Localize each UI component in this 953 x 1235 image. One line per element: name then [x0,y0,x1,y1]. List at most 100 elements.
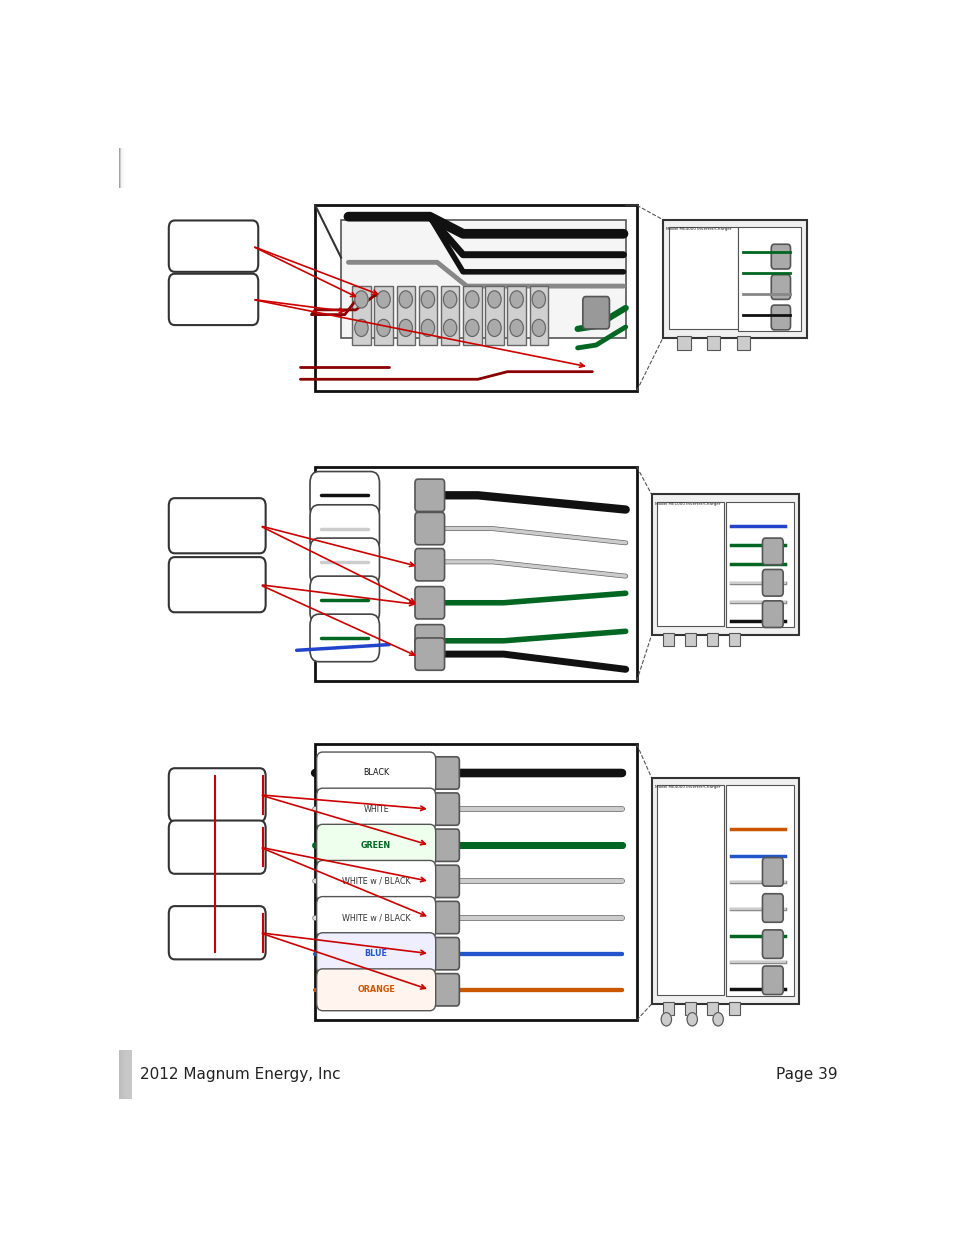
Bar [123,1050,129,1099]
Bar [122,1050,129,1099]
FancyBboxPatch shape [310,538,379,585]
Bar [122,1050,129,1099]
FancyBboxPatch shape [770,274,790,299]
Bar [125,1050,132,1099]
Bar [121,148,128,188]
Bar [122,148,129,188]
Bar [120,1050,126,1099]
Bar [119,1050,126,1099]
Bar [123,1050,129,1099]
Bar [121,1050,127,1099]
Bar [122,148,128,188]
FancyBboxPatch shape [415,548,444,580]
Bar [122,1050,129,1099]
FancyBboxPatch shape [761,538,782,564]
FancyBboxPatch shape [429,937,459,969]
Bar [124,1050,130,1099]
Bar [120,148,126,188]
Bar [119,148,126,188]
Bar [119,1050,126,1099]
Bar [121,148,127,188]
Bar [125,148,131,188]
Bar [125,148,132,188]
Bar [314,205,636,390]
Bar [122,1050,128,1099]
Bar [119,1050,126,1099]
FancyBboxPatch shape [770,305,790,330]
Circle shape [510,320,523,336]
FancyBboxPatch shape [415,513,444,545]
Text: BLUE: BLUE [364,950,387,958]
FancyBboxPatch shape [169,498,265,553]
Bar [123,1050,129,1099]
FancyBboxPatch shape [169,768,265,821]
Bar [120,1050,126,1099]
Bar [657,785,723,994]
Bar [123,148,130,188]
Circle shape [532,320,545,336]
Circle shape [686,1013,697,1026]
Bar [123,148,129,188]
Bar [485,287,503,345]
FancyBboxPatch shape [761,966,782,994]
Bar [123,148,130,188]
FancyBboxPatch shape [310,505,379,552]
Bar [120,1050,126,1099]
Bar [120,148,126,188]
Bar [123,1050,130,1099]
Bar [123,148,130,188]
Bar [124,148,131,188]
Bar [124,1050,130,1099]
Bar [125,148,131,188]
Bar [728,634,740,646]
Bar [120,1050,126,1099]
Bar [120,148,127,188]
Bar [314,745,636,1020]
Text: ORANGE: ORANGE [357,986,395,994]
Bar [120,148,127,188]
Bar [120,1050,126,1099]
Bar [124,148,130,188]
Bar [124,148,130,188]
Bar [121,1050,128,1099]
Bar [123,148,130,188]
Bar [124,1050,131,1099]
Bar [121,148,128,188]
FancyBboxPatch shape [429,793,459,825]
Bar [122,1050,129,1099]
Bar [122,1050,129,1099]
Bar [122,148,128,188]
Bar [125,148,131,188]
Bar [124,148,130,188]
FancyBboxPatch shape [415,587,444,619]
Bar [120,1050,127,1099]
Bar [125,148,131,188]
Bar [121,1050,128,1099]
Bar [684,634,695,646]
Bar [121,1050,128,1099]
Bar [121,148,127,188]
Text: Model ME4000 Inverter/Charger: Model ME4000 Inverter/Charger [655,785,720,789]
Bar [314,467,636,680]
Bar [120,1050,126,1099]
Bar [396,287,415,345]
Bar [121,1050,128,1099]
Bar [121,1050,128,1099]
Bar [121,1050,127,1099]
Bar [125,148,131,188]
Bar [122,1050,128,1099]
Text: 2012 Magnum Energy, Inc: 2012 Magnum Energy, Inc [140,1067,340,1082]
Bar [529,287,547,345]
Bar [124,1050,131,1099]
FancyBboxPatch shape [415,638,444,671]
Bar [121,1050,127,1099]
Bar [121,148,127,188]
Bar [123,1050,129,1099]
Bar [122,148,128,188]
Bar [677,336,690,350]
Bar [122,1050,128,1099]
Bar [122,1050,129,1099]
Bar [120,1050,127,1099]
Bar [507,287,525,345]
Bar [123,1050,129,1099]
